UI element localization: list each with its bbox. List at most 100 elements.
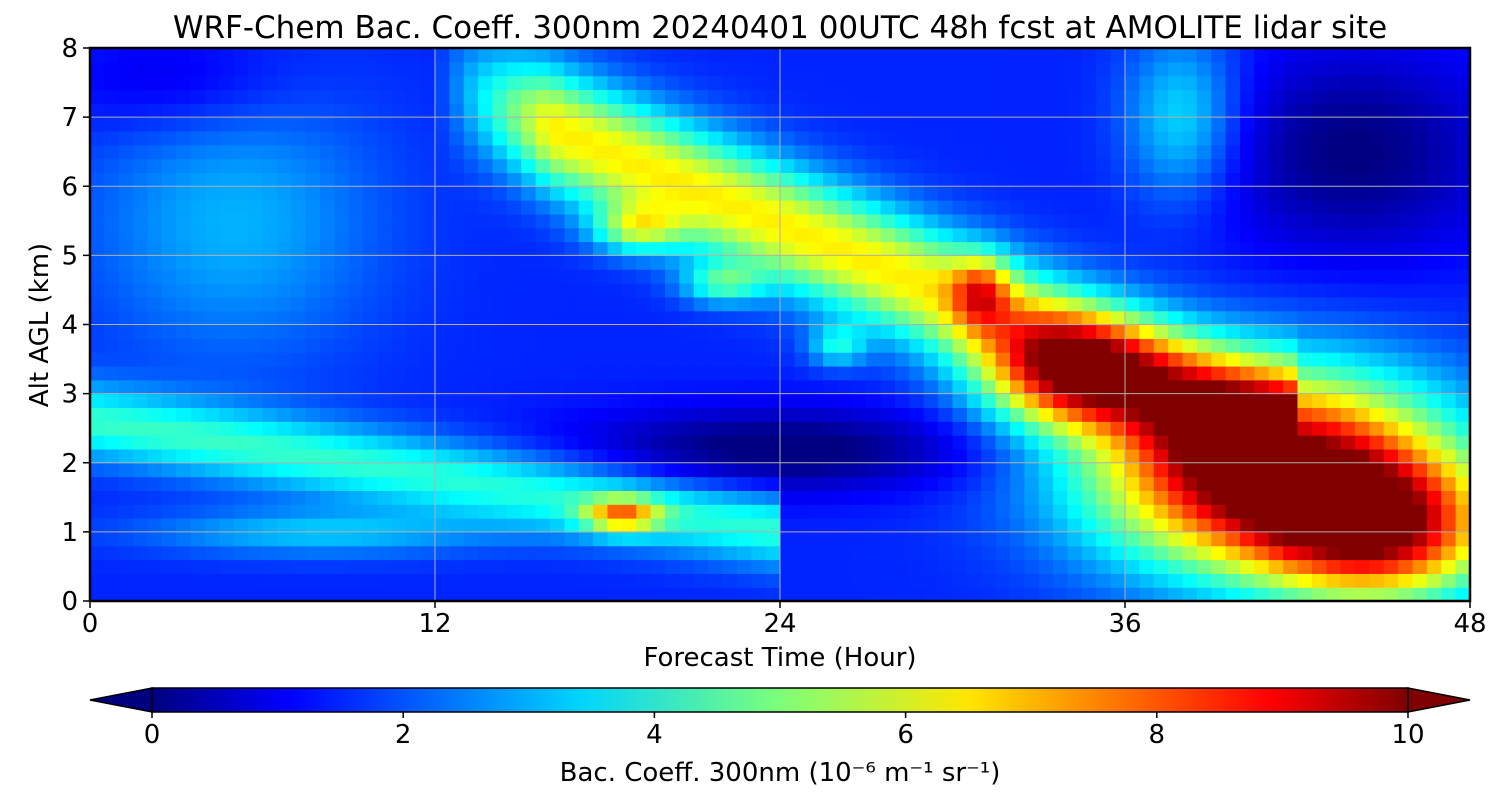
- heatmap-cell: [909, 545, 925, 561]
- heatmap-cell: [1096, 476, 1112, 491]
- heatmap-cell: [463, 89, 479, 104]
- heatmap-cell: [952, 186, 968, 201]
- heatmap-cell: [1182, 476, 1198, 491]
- heatmap-cell: [1211, 448, 1227, 464]
- heatmap-cell: [262, 241, 278, 256]
- heatmap-cell: [90, 379, 105, 395]
- heatmap-cell: [1297, 310, 1313, 326]
- heatmap-cell: [794, 559, 810, 574]
- heatmap-cell: [1125, 504, 1140, 519]
- heatmap-cell: [320, 545, 335, 561]
- heatmap-cell: [1067, 490, 1083, 505]
- heatmap-cell: [995, 213, 1011, 229]
- heatmap-cell: [1297, 531, 1313, 547]
- heatmap-cell: [1125, 559, 1140, 574]
- heatmap-cell: [1096, 504, 1112, 519]
- heatmap-cell: [276, 531, 292, 547]
- heatmap-cell: [880, 310, 896, 326]
- heatmap-cell: [205, 559, 220, 574]
- heatmap-cell: [248, 518, 264, 533]
- heatmap-cell: [679, 490, 695, 505]
- heatmap-cell: [1311, 186, 1327, 201]
- heatmap-cell: [1326, 573, 1342, 588]
- heatmap-cell: [233, 393, 249, 409]
- heatmap-cell: [1125, 573, 1140, 588]
- heatmap-cell: [1225, 296, 1241, 312]
- heatmap-cell: [478, 130, 494, 146]
- heatmap-cell: [679, 296, 695, 312]
- heatmap-cell: [1412, 462, 1428, 478]
- heatmap-cell: [736, 213, 752, 229]
- heatmap-cell: [895, 338, 910, 353]
- heatmap-cell: [435, 255, 450, 270]
- heatmap-cell: [837, 531, 853, 547]
- heatmap-cell: [607, 172, 623, 187]
- heatmap-cell: [952, 200, 968, 215]
- heatmap-cell: [535, 407, 551, 422]
- heatmap-cell: [147, 476, 163, 491]
- heatmap-cell: [1254, 283, 1270, 298]
- heatmap-cell: [550, 476, 565, 491]
- heatmap-cell: [981, 227, 997, 243]
- heatmap-cell: [1096, 490, 1112, 505]
- heatmap-cell: [1125, 269, 1140, 284]
- heatmap-cell: [90, 462, 105, 478]
- heatmap-cell: [736, 379, 752, 395]
- heatmap-cell: [722, 365, 738, 381]
- heatmap-cell: [291, 407, 307, 422]
- heatmap-cell: [1182, 186, 1198, 201]
- heatmap-cell: [722, 504, 738, 519]
- heatmap-cell: [1455, 103, 1470, 118]
- heatmap-cell: [190, 587, 206, 601]
- heatmap-cell: [1441, 241, 1457, 256]
- heatmap-cell: [1283, 462, 1299, 478]
- heatmap-cell: [1383, 172, 1399, 187]
- heatmap-cell: [1240, 158, 1255, 174]
- heatmap-cell: [866, 144, 882, 160]
- heatmap-cell: [276, 407, 292, 422]
- heatmap-cell: [823, 365, 839, 381]
- heatmap-cell: [981, 587, 997, 601]
- heatmap-cell: [391, 296, 407, 312]
- heatmap-cell: [981, 186, 997, 201]
- heatmap-cell: [1398, 296, 1414, 312]
- heatmap-cell: [118, 490, 134, 505]
- heatmap-cell: [1153, 186, 1169, 201]
- heatmap-cell: [521, 48, 537, 63]
- heatmap-cell: [435, 393, 450, 409]
- heatmap-cell: [406, 75, 422, 91]
- heatmap-cell: [679, 186, 695, 201]
- heatmap-cell: [1168, 504, 1184, 519]
- heatmap-cell: [219, 117, 235, 132]
- heatmap-cell: [1196, 158, 1212, 174]
- heatmap-cell: [492, 504, 508, 519]
- heatmap-cell: [550, 518, 565, 533]
- heatmap-cell: [794, 545, 810, 561]
- heatmap-cell: [1010, 296, 1025, 312]
- heatmap-cell: [1139, 352, 1155, 367]
- heatmap-cell: [420, 476, 436, 491]
- heatmap-cell: [1053, 587, 1069, 601]
- heatmap-cell: [1010, 531, 1025, 547]
- heatmap-cell: [1096, 324, 1112, 339]
- heatmap-cell: [276, 338, 292, 353]
- heatmap-cell: [650, 144, 666, 160]
- heatmap-cell: [435, 587, 450, 601]
- heatmap-cell: [1182, 103, 1198, 118]
- heatmap-cell: [478, 490, 494, 505]
- heatmap-cell: [1455, 213, 1470, 229]
- heatmap-cell: [550, 545, 565, 561]
- heatmap-cell: [1010, 103, 1025, 118]
- heatmap-cell: [1024, 117, 1040, 132]
- heatmap-cell: [291, 393, 307, 409]
- heatmap-cell: [521, 172, 537, 187]
- heatmap-cell: [133, 103, 149, 118]
- heatmap-cell: [1125, 158, 1140, 174]
- heatmap-cell: [233, 531, 249, 547]
- heatmap-cell: [780, 462, 795, 478]
- heatmap-cell: [1182, 421, 1198, 436]
- heatmap-cell: [837, 324, 853, 339]
- heatmap-cell: [1067, 255, 1083, 270]
- heatmap-cell: [118, 393, 134, 409]
- heatmap-cell: [1067, 75, 1083, 91]
